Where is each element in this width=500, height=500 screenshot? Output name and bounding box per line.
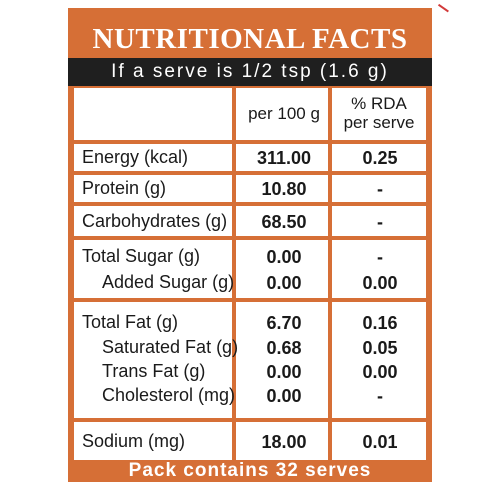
nutrient-label: Total Sugar (g) bbox=[82, 246, 201, 266]
value-rda: 0.00 bbox=[362, 273, 398, 293]
value-rda: - bbox=[377, 212, 383, 232]
table-row: Carbohydrates (g) 68.50 - bbox=[74, 206, 426, 236]
row-separator bbox=[74, 140, 426, 144]
nutrient-label: Energy (kcal) bbox=[82, 147, 189, 167]
nutrient-label: Cholesterol (mg) bbox=[102, 385, 236, 405]
header-rda-line2: per serve bbox=[343, 113, 415, 132]
value-per-100g: 68.50 bbox=[261, 212, 307, 232]
nutrient-label: Added Sugar (g) bbox=[102, 272, 235, 292]
nutrient-label: Total Fat (g) bbox=[82, 312, 179, 332]
row-separator bbox=[74, 298, 426, 302]
value-per-100g: 0.00 bbox=[266, 362, 302, 382]
row-separator bbox=[74, 171, 426, 175]
header-per-100g: per 100 g bbox=[248, 104, 320, 123]
table-row: Energy (kcal) 311.00 0.25 bbox=[74, 144, 426, 171]
nutrition-table: per 100 g % RDA per serve Energy (kcal) … bbox=[74, 88, 426, 460]
label-title: NUTRITIONAL FACTS bbox=[92, 23, 408, 55]
value-per-100g: 18.00 bbox=[261, 432, 307, 452]
nutrient-label: Saturated Fat (g) bbox=[102, 337, 239, 357]
value-rda: 0.00 bbox=[362, 362, 398, 382]
row-separator bbox=[74, 418, 426, 422]
value-per-100g: 0.00 bbox=[266, 273, 302, 293]
serve-info-bar: If a serve is 1/2 tsp (1.6 g) bbox=[68, 58, 432, 86]
row-separator bbox=[74, 202, 426, 206]
value-per-100g: 0.00 bbox=[266, 247, 302, 267]
value-rda: 0.25 bbox=[362, 148, 398, 168]
header-rda-line1: % RDA bbox=[351, 94, 407, 113]
nutrient-label: Sodium (mg) bbox=[82, 431, 186, 451]
table-row: Protein (g) 10.80 - bbox=[74, 175, 426, 202]
corner-mark bbox=[431, 3, 449, 23]
value-rda: - bbox=[377, 179, 383, 199]
value-per-100g: 6.70 bbox=[266, 313, 302, 333]
table-row-group-sugar: Total Sugar (g) 0.00 - Added Sugar (g) 0… bbox=[74, 240, 426, 298]
value-rda: - bbox=[377, 386, 383, 406]
table-row-group-fat: Total Fat (g) 6.70 0.16 Saturated Fat (g… bbox=[74, 302, 426, 418]
value-rda: 0.05 bbox=[362, 338, 398, 358]
table-header-row: per 100 g % RDA per serve bbox=[74, 88, 426, 140]
nutrient-label: Carbohydrates (g) bbox=[82, 211, 228, 231]
nutrient-label: Trans Fat (g) bbox=[102, 361, 206, 381]
value-per-100g: 0.68 bbox=[266, 338, 302, 358]
column-divider bbox=[328, 88, 332, 460]
column-divider bbox=[232, 88, 236, 460]
value-per-100g: 0.00 bbox=[266, 386, 302, 406]
table-row: Sodium (mg) 18.00 0.01 bbox=[74, 422, 426, 460]
value-per-100g: 311.00 bbox=[256, 148, 312, 168]
nutrient-label: Protein (g) bbox=[82, 178, 167, 198]
value-rda: 0.16 bbox=[362, 313, 398, 333]
nutrition-label: NUTRITIONAL FACTS If a serve is 1/2 tsp … bbox=[68, 8, 432, 482]
row-separator bbox=[74, 236, 426, 240]
value-per-100g: 10.80 bbox=[261, 179, 307, 199]
pack-serves-footer: Pack contains 32 serves bbox=[128, 460, 372, 481]
value-rda: 0.01 bbox=[362, 432, 398, 452]
value-rda: - bbox=[377, 247, 383, 267]
